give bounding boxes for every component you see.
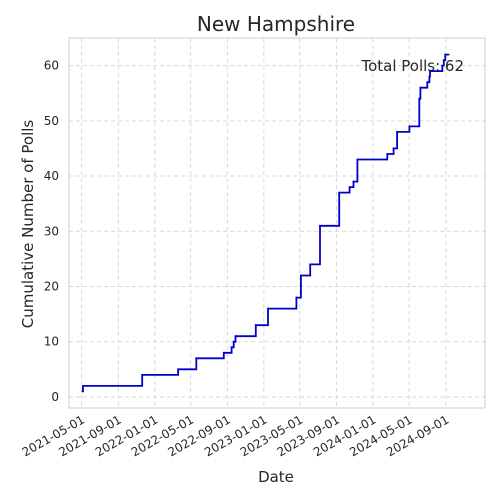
data-point: [426, 81, 429, 84]
series-layer: [81, 53, 450, 393]
y-tick-label: 40: [44, 169, 59, 183]
data-point: [141, 373, 144, 376]
y-tick-label: 10: [44, 335, 59, 349]
data-point: [338, 191, 341, 194]
data-point: [300, 274, 302, 277]
data-point: [195, 357, 198, 360]
y-ticks: 0 10 20 30 40 50 60: [44, 59, 59, 404]
total-polls-annotation: Total Polls: 62: [360, 57, 464, 75]
y-tick-label: 50: [44, 114, 59, 128]
data-point: [267, 307, 269, 310]
y-axis-label: Cumulative Number of Polls: [19, 120, 37, 329]
data-point: [234, 335, 237, 338]
data-point: [82, 385, 84, 387]
data-point: [319, 224, 321, 227]
data-point: [441, 64, 444, 67]
data-point: [254, 324, 257, 327]
data-point: [396, 130, 399, 133]
data-point: [444, 53, 447, 56]
chart-title: New Hampshire: [197, 12, 355, 36]
data-point: [392, 147, 395, 150]
data-point: [428, 75, 431, 78]
data-point: [309, 263, 312, 266]
y-tick-label: 60: [44, 59, 59, 73]
y-tick-label: 0: [51, 390, 59, 404]
series-step-line: [82, 53, 449, 393]
data-point: [408, 125, 411, 128]
data-point: [348, 186, 351, 189]
data-point: [442, 59, 445, 61]
x-ticks: 2021-05-012021-09-012022-01-012022-05-01…: [20, 412, 452, 459]
data-point: [232, 340, 235, 343]
data-point: [356, 158, 359, 161]
data-point: [419, 86, 422, 89]
data-point: [447, 53, 450, 56]
data-point: [177, 368, 179, 371]
data-point: [352, 180, 355, 183]
x-axis-label: Date: [258, 468, 294, 486]
grid: [69, 38, 485, 408]
data-point: [429, 70, 431, 73]
y-tick-label: 20: [44, 280, 59, 294]
data-point: [222, 351, 225, 354]
plot-area: [68, 37, 486, 409]
data-point: [230, 346, 233, 349]
data-point: [386, 153, 389, 155]
data-point: [81, 390, 84, 393]
data-point: [295, 296, 298, 299]
y-tick-label: 30: [44, 224, 59, 238]
data-point: [418, 97, 421, 100]
